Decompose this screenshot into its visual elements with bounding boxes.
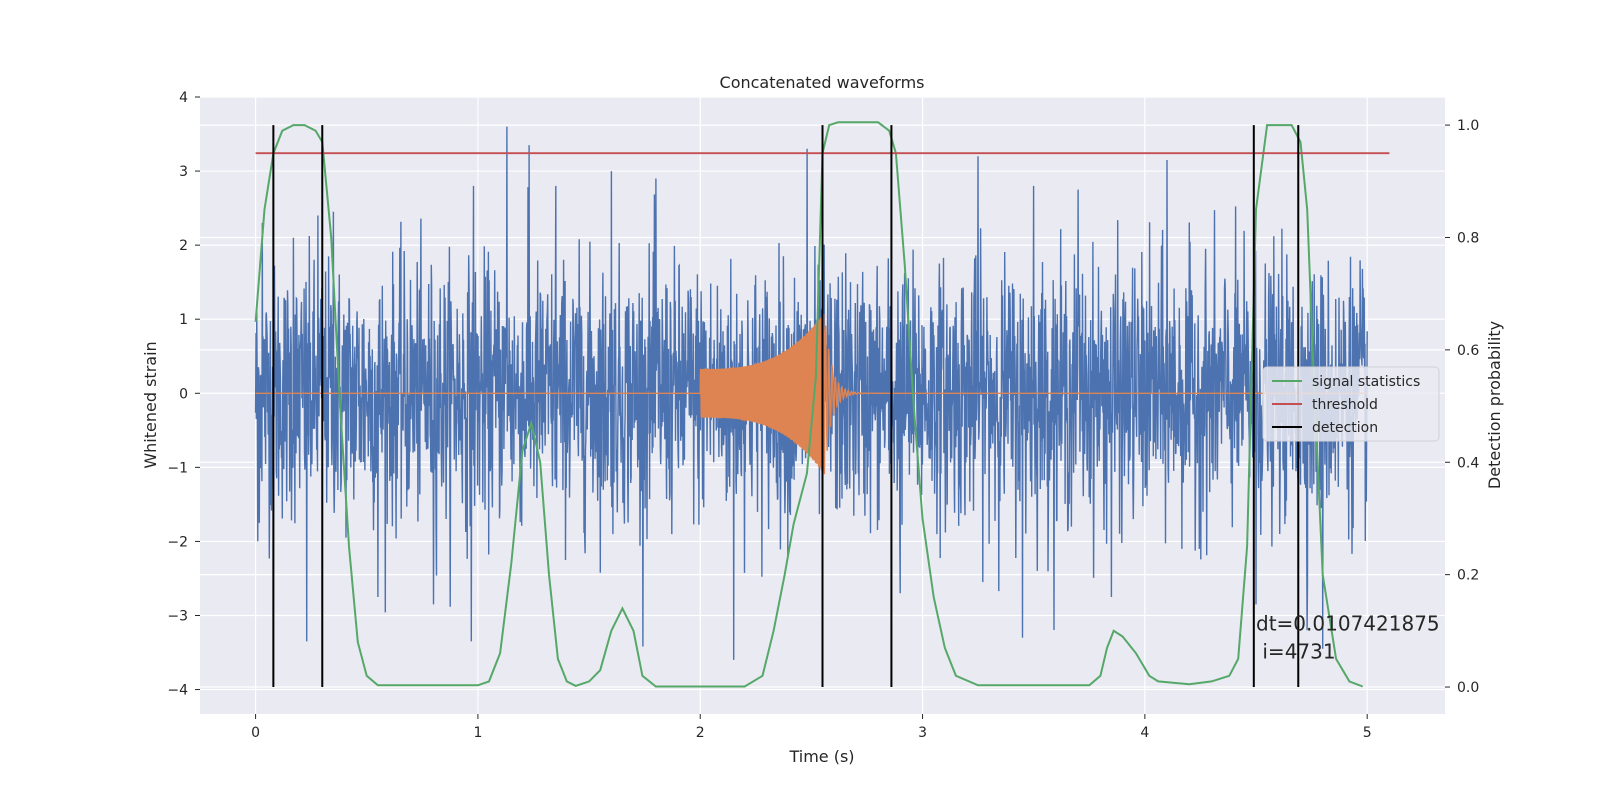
x-axis-label: Time (s) — [788, 747, 854, 766]
y-axis-label: Whitened strain — [141, 341, 160, 468]
x-tick-label-2: 2 — [696, 725, 705, 741]
y-tick-label-2: −2 — [167, 534, 188, 550]
x-tick-label-3: 3 — [918, 725, 927, 741]
y-tick-label-3: −1 — [167, 460, 188, 476]
legend-box — [1262, 366, 1440, 442]
legend-label-threshold: threshold — [1312, 397, 1378, 413]
left-axis: −4 −3 −2 −1 0 1 2 3 4 — [167, 90, 200, 699]
signal-statistics-series — [254, 121, 1364, 688]
annotation-index: i=4731 — [1256, 639, 1336, 663]
legend-label-detection: detection — [1312, 420, 1378, 436]
injection-series — [255, 313, 1368, 475]
y2-tick-label-0: 0.0 — [1457, 680, 1479, 696]
right-axis: 0.0 0.2 0.4 0.6 0.8 1.0 — [1445, 118, 1479, 696]
x-axis: 0 1 2 3 4 5 — [251, 714, 1372, 741]
signal-statistics-line — [254, 121, 1364, 688]
legend-label-signal-statistics: signal statistics — [1312, 374, 1420, 390]
y-tick-label-5: 1 — [179, 312, 188, 328]
y2-tick-label-3: 0.6 — [1457, 343, 1479, 359]
annotation-dt: dt=0.0107421875 — [1256, 611, 1440, 635]
y2-tick-label-2: 0.4 — [1457, 455, 1479, 471]
y-tick-label-8: 4 — [179, 90, 188, 106]
y2-tick-label-5: 1.0 — [1457, 118, 1479, 134]
x-tick-label-0: 0 — [251, 725, 260, 741]
y-tick-label-0: −4 — [167, 683, 188, 699]
y2-tick-label-4: 0.8 — [1457, 230, 1479, 246]
y2-tick-label-1: 0.2 — [1457, 568, 1479, 584]
y2-axis-label: Detection probability — [1485, 321, 1504, 489]
y-tick-label-1: −3 — [167, 608, 188, 624]
y-tick-label-7: 3 — [179, 164, 188, 180]
legend: signal statistics threshold detection — [1262, 366, 1440, 442]
y-tick-label-4: 0 — [179, 386, 188, 402]
x-tick-label-4: 4 — [1140, 725, 1149, 741]
injection-line — [255, 313, 1368, 475]
y-tick-label-6: 2 — [179, 238, 188, 254]
x-tick-label-5: 5 — [1363, 725, 1372, 741]
chart-title: Concatenated waveforms — [720, 73, 925, 92]
x-tick-label-1: 1 — [473, 725, 482, 741]
